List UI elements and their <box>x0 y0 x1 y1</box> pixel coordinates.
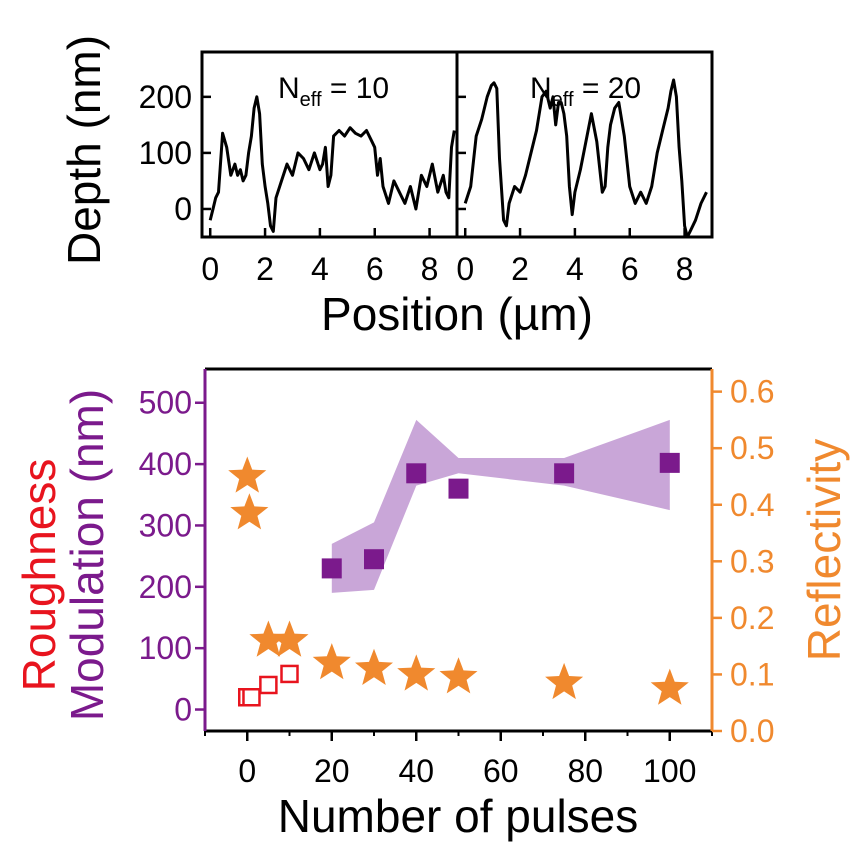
pulses-chart: 0 20 40 60 80 100 0 100 200 300 400 500 0.0 0.1 0.2 0.3… <box>13 367 850 842</box>
x-tick-label: 6 <box>621 251 639 287</box>
reflectivity-point <box>228 456 267 493</box>
modulation-point <box>364 549 384 570</box>
x-tick-label: 0 <box>456 251 474 287</box>
modulation-point <box>448 478 469 499</box>
x-tick-label: 40 <box>398 753 434 789</box>
right-y-tick-label: 0.0 <box>730 713 774 749</box>
x-tick-label: 2 <box>511 251 529 287</box>
right-y-tick-label: 0.1 <box>730 656 774 692</box>
pulses-marks <box>228 452 689 707</box>
position-x-axis-label: Position (µm) <box>321 288 593 340</box>
x-tick-label: 100 <box>643 753 696 789</box>
reflectivity-point <box>650 668 689 705</box>
x-tick-label: 6 <box>366 251 384 287</box>
reflectivity-point <box>545 662 584 700</box>
modulation-point <box>406 463 427 484</box>
roughness-point <box>259 675 278 695</box>
reflectivity-point <box>249 620 288 657</box>
x-tick-label: 8 <box>421 251 439 287</box>
pulses-ticks: 0 20 40 60 80 100 0 100 200 300 400 500 0.0 0.1 0.2 0.3… <box>139 374 775 789</box>
x-tick-label: 20 <box>314 753 350 789</box>
y-tick-label: 0 <box>174 191 192 227</box>
x-tick-label: 80 <box>567 753 603 789</box>
roughness-y-axis-label: Roughness <box>13 459 65 692</box>
x-tick-label: 4 <box>566 251 584 287</box>
left-y-tick-label: 500 <box>139 385 192 421</box>
y-tick-label: 200 <box>139 79 192 115</box>
depth-y-axis-label: Depth (nm) <box>58 35 110 265</box>
reflectivity-point <box>439 657 478 694</box>
right-y-tick-label: 0.6 <box>730 374 774 410</box>
reflectivity-point <box>270 620 309 657</box>
depth-profile-line <box>208 95 456 233</box>
modulation-error-band <box>331 419 670 593</box>
y-tick-label: 100 <box>139 135 192 171</box>
right-y-tick-label: 0.4 <box>730 487 774 523</box>
reflectivity-point <box>397 654 436 691</box>
left-y-tick-label: 300 <box>139 507 192 543</box>
x-tick-label: 4 <box>311 251 329 287</box>
reflectivity-point <box>230 493 269 530</box>
modulation-point <box>554 463 575 484</box>
panel-frame-neff-20 <box>455 50 714 239</box>
right-y-tick-label: 0.5 <box>730 430 774 466</box>
modulation-y-axis-label: Modulation (nm) <box>61 389 113 721</box>
right-y-tick-label: 0.3 <box>730 543 774 579</box>
modulation-point <box>659 452 680 473</box>
x-tick-label: 0 <box>238 753 256 789</box>
left-y-tick-label: 400 <box>139 446 192 482</box>
reflectivity-y-axis-label: Reflectivity <box>798 439 850 661</box>
x-tick-label: 2 <box>256 251 274 287</box>
depth-profile-lines <box>208 78 708 239</box>
left-y-tick-label: 200 <box>139 569 192 605</box>
roughness-point <box>280 664 299 684</box>
depth-profile-line <box>463 78 708 239</box>
left-y-tick-label: 0 <box>174 692 192 728</box>
panel-label-neff-10: Neff = 10 <box>278 72 389 111</box>
pulses-x-axis-label: Number of pulses <box>278 790 639 842</box>
right-y-tick-label: 0.2 <box>730 600 774 636</box>
x-tick-label: 60 <box>483 753 519 789</box>
modulation-point <box>321 558 342 579</box>
panel-label-neff-20: Neff = 20 <box>530 72 641 111</box>
reflectivity-point <box>312 643 351 680</box>
x-tick-label: 8 <box>676 251 694 287</box>
left-y-tick-label: 100 <box>139 630 192 666</box>
roughness-point <box>242 688 261 707</box>
modulation-band-layer <box>331 419 670 593</box>
reflectivity-point <box>355 648 393 685</box>
x-tick-label: 0 <box>201 251 219 287</box>
